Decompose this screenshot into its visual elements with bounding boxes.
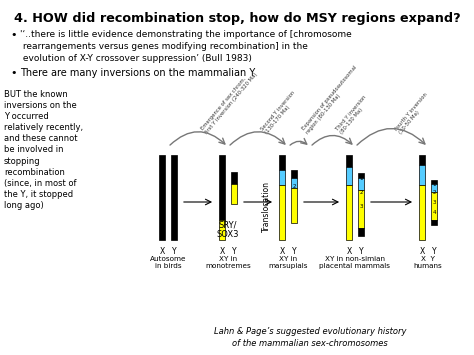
Text: Y: Y	[359, 247, 363, 256]
Bar	[159, 155, 165, 240]
Bar	[358, 178, 364, 190]
Text: marsupials: marsupials	[268, 263, 308, 269]
Text: '‘..there is little evidence demonstrating the importance of [chromosome
 rearra: '‘..there is little evidence demonstrati…	[20, 30, 352, 62]
Bar	[346, 167, 352, 185]
Text: 4: 4	[432, 211, 436, 215]
Bar	[219, 155, 225, 220]
Text: placental mammals: placental mammals	[319, 263, 391, 269]
Text: X: X	[159, 247, 164, 256]
Bar	[346, 185, 352, 240]
Text: X  Y: X Y	[421, 256, 435, 262]
Text: Expansion of pseudoautosomal
region (80-130 Ma): Expansion of pseudoautosomal region (80-…	[301, 65, 362, 135]
Text: X: X	[219, 247, 225, 256]
Bar	[279, 170, 285, 185]
Bar	[431, 220, 437, 225]
Text: 3: 3	[432, 201, 436, 206]
Text: There are many inversions on the mammalian Y: There are many inversions on the mammali…	[20, 68, 255, 78]
Text: SRY/
SOX3: SRY/ SOX3	[217, 220, 239, 239]
Bar	[231, 184, 237, 204]
Text: 2: 2	[432, 191, 436, 196]
Text: Lahn & Page’s suggested evolutionary history
of the mammalian sex-chromosomes: Lahn & Page’s suggested evolutionary his…	[214, 327, 406, 348]
Bar	[358, 173, 364, 178]
Text: 1: 1	[232, 175, 236, 180]
Text: 4. HOW did recombination stop, how do MSY regions expand?: 4. HOW did recombination stop, how do MS…	[14, 12, 460, 25]
Text: Second Y inversion
(130-170 Ma): Second Y inversion (130-170 Ma)	[260, 90, 301, 135]
Text: Y: Y	[292, 247, 296, 256]
Text: XY in: XY in	[279, 256, 297, 262]
Bar	[358, 190, 364, 228]
Text: 1: 1	[432, 181, 436, 186]
Bar	[419, 165, 425, 185]
Text: Emergence of sex chrom.
first Y inversion (240-320 Ma): Emergence of sex chrom. first Y inversio…	[200, 68, 259, 135]
Text: XY in: XY in	[219, 256, 237, 262]
Text: Third Y inversion
(80-130 Ma): Third Y inversion (80-130 Ma)	[335, 94, 371, 135]
Bar	[291, 170, 297, 178]
Text: 3: 3	[359, 204, 363, 209]
Bar	[431, 184, 437, 192]
Text: in birds: in birds	[155, 263, 182, 269]
Text: humans: humans	[414, 263, 442, 269]
Bar	[171, 155, 177, 240]
Text: •: •	[10, 30, 17, 40]
Bar	[358, 228, 364, 236]
Text: Translocation: Translocation	[262, 181, 271, 233]
Text: X: X	[419, 247, 425, 256]
Text: X: X	[279, 247, 284, 256]
Text: 1: 1	[359, 176, 363, 181]
Bar	[431, 180, 437, 184]
Text: BUT the known
inversions on the
Y occurred
relatively recently,
and these cannot: BUT the known inversions on the Y occurr…	[4, 90, 83, 210]
Text: XY in non-simian: XY in non-simian	[325, 256, 385, 262]
Bar	[419, 185, 425, 240]
Text: X: X	[346, 247, 352, 256]
Bar	[419, 155, 425, 165]
Bar	[279, 155, 285, 170]
Text: 1: 1	[292, 173, 296, 178]
Bar	[291, 188, 297, 223]
Text: •: •	[10, 68, 17, 78]
Text: Autosome: Autosome	[150, 256, 186, 262]
Bar	[431, 192, 437, 220]
Bar	[231, 172, 237, 184]
Text: monotremes: monotremes	[205, 263, 251, 269]
Text: Y: Y	[232, 247, 237, 256]
Bar	[219, 220, 225, 240]
Text: 2: 2	[359, 191, 363, 196]
Text: Y: Y	[172, 247, 176, 256]
Bar	[291, 178, 297, 188]
Text: Fourth Y inversion
(30-50 Ma): Fourth Y inversion (30-50 Ma)	[393, 91, 433, 135]
Bar	[279, 185, 285, 240]
Bar	[346, 155, 352, 167]
Text: 2: 2	[292, 185, 296, 190]
Text: Y: Y	[432, 247, 436, 256]
